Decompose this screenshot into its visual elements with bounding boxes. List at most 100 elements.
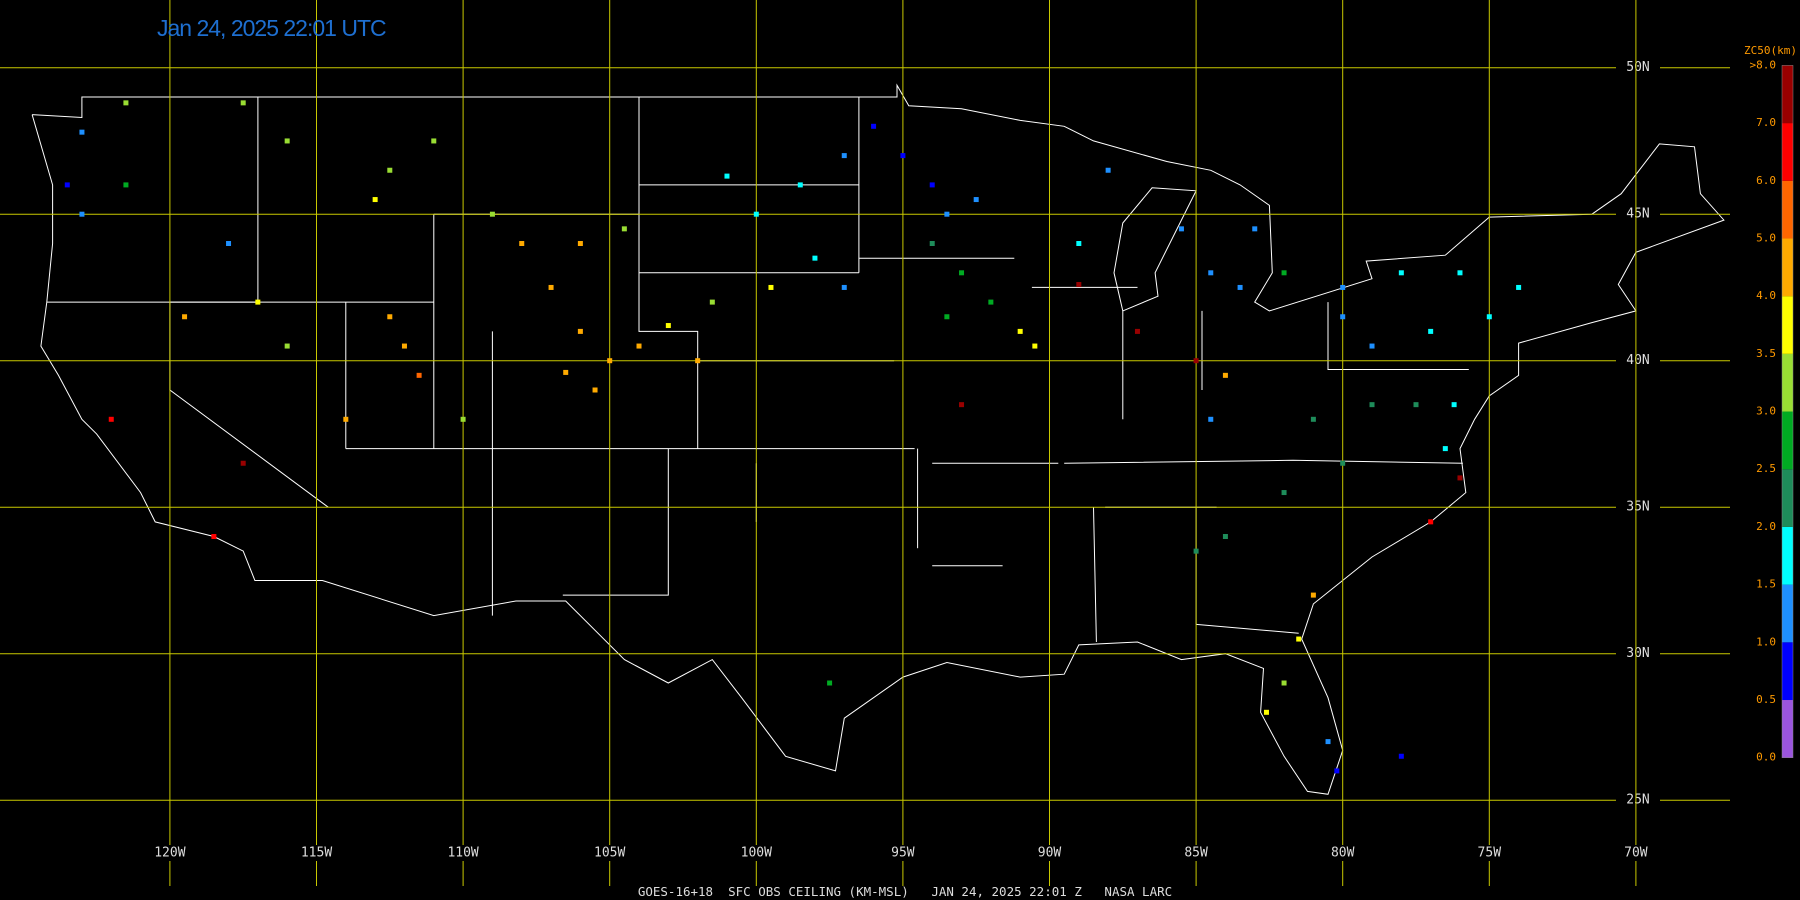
legend-label: 1.0: [1756, 635, 1776, 648]
legend-label: 0.0: [1756, 751, 1776, 764]
station: [709, 299, 715, 305]
station: [665, 323, 671, 329]
station: [827, 680, 833, 686]
station: [1369, 343, 1375, 349]
station: [284, 138, 290, 144]
lat-label: 35N: [1626, 500, 1649, 515]
station: [1281, 270, 1287, 276]
station: [123, 100, 129, 106]
legend-band: [1782, 642, 1793, 701]
label-bg: [1616, 59, 1660, 76]
legend-label: 6.0: [1756, 174, 1776, 187]
label-bg: [878, 845, 927, 861]
lat-label: 40N: [1626, 353, 1649, 368]
station: [211, 534, 217, 539]
label-bg: [1611, 845, 1660, 861]
legend-band: [1782, 353, 1793, 412]
station: [1017, 328, 1023, 334]
station: [959, 402, 965, 408]
legend-band: [1782, 526, 1793, 585]
station: [226, 241, 232, 246]
legend-title: ZC50(km): [1744, 44, 1797, 57]
label-bg: [1616, 499, 1660, 516]
station: [724, 173, 730, 179]
graticule: 50N 45N 40N 35N 30N 25N 120W 115W 110W 105W 100W 95…: [0, 0, 1730, 886]
station: [1325, 739, 1331, 745]
station: [1193, 548, 1199, 554]
legend-label: 7.0: [1756, 116, 1776, 129]
label-bg: [1025, 845, 1074, 861]
station: [959, 270, 965, 276]
lon-label: 115W: [301, 846, 332, 861]
boundary: [1196, 623, 1299, 634]
station: [401, 343, 407, 349]
lat-label: 50N: [1626, 60, 1649, 75]
station: [1296, 636, 1302, 642]
station: [1310, 592, 1316, 598]
station: [1208, 416, 1214, 422]
label-bg: [1465, 845, 1514, 861]
station: [489, 211, 495, 217]
station: [900, 153, 906, 159]
station: [753, 211, 759, 217]
station: [1398, 753, 1404, 759]
station: [1281, 680, 1287, 686]
station: [519, 241, 525, 246]
label-bg: [1616, 352, 1660, 369]
station: [240, 460, 246, 466]
legend-label: 3.0: [1756, 405, 1776, 418]
station: [1516, 284, 1522, 290]
station: [1076, 282, 1082, 288]
station: [1178, 226, 1184, 232]
boundary: [1064, 459, 1463, 464]
station: [1451, 402, 1457, 408]
station: [1457, 270, 1463, 276]
legend-frame: [1781, 65, 1794, 758]
station: [387, 167, 393, 173]
legend-label: 2.0: [1756, 520, 1776, 533]
lat-label: 30N: [1626, 646, 1649, 661]
boundary: [1327, 302, 1469, 370]
station: [1310, 416, 1316, 422]
station: [548, 284, 554, 290]
station: [695, 358, 701, 364]
station: [255, 299, 261, 305]
station: [182, 314, 188, 320]
station: [944, 211, 950, 217]
boundary: [562, 448, 669, 596]
station: [563, 369, 569, 375]
station: [929, 241, 935, 246]
label-bg: [1616, 645, 1660, 662]
label-bg: [145, 845, 194, 861]
station: [1340, 314, 1346, 320]
station: [1428, 519, 1434, 525]
boundary: [31, 83, 1725, 795]
lon-label: 70W: [1624, 846, 1648, 861]
label-bg: [1616, 206, 1660, 223]
lon-label: 105W: [594, 846, 625, 861]
lon-label: 85W: [1184, 846, 1208, 861]
title: Jan 24, 2025 22:01 UTC: [157, 15, 386, 41]
legend-label: 0.5: [1756, 693, 1776, 706]
station: [1486, 314, 1492, 320]
legend-band: [1782, 296, 1793, 354]
lon-label: 100W: [741, 846, 772, 861]
station: [1263, 709, 1269, 715]
legend-label: 1.5: [1756, 578, 1776, 591]
legend-band: [1782, 238, 1793, 297]
station: [64, 182, 70, 188]
lon-label: 95W: [891, 846, 915, 861]
station: [387, 314, 393, 320]
station: [1208, 270, 1214, 276]
legend-band: [1782, 700, 1793, 758]
station: [607, 358, 613, 364]
footer: GOES-16+18 SFC OBS CEILING (KM-MSL) JAN …: [638, 884, 1172, 899]
station: [636, 343, 642, 349]
station: [1369, 402, 1375, 408]
station: [108, 416, 114, 422]
legend-band: [1782, 65, 1793, 124]
station: [1134, 328, 1140, 334]
label-bg: [1172, 845, 1221, 861]
station: [1237, 284, 1243, 290]
